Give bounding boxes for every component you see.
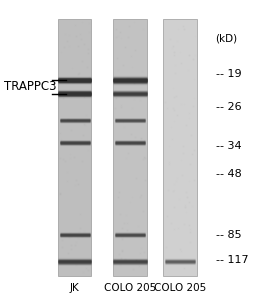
Text: -- 34: -- 34 bbox=[216, 140, 242, 151]
Bar bbox=[113, 19, 147, 276]
Text: TRAPPC3: TRAPPC3 bbox=[4, 80, 56, 93]
Text: -- 85: -- 85 bbox=[216, 230, 242, 240]
Text: COLO 205: COLO 205 bbox=[154, 283, 206, 293]
Text: -- 26: -- 26 bbox=[216, 102, 242, 112]
Text: -- 48: -- 48 bbox=[216, 169, 242, 179]
Text: -- 19: -- 19 bbox=[216, 69, 242, 79]
Text: (kD): (kD) bbox=[215, 34, 238, 44]
Bar bbox=[164, 19, 197, 276]
Text: -- 117: -- 117 bbox=[216, 255, 249, 265]
Text: COLO 205: COLO 205 bbox=[104, 283, 156, 293]
Bar bbox=[58, 19, 92, 276]
Text: JK: JK bbox=[70, 283, 80, 293]
